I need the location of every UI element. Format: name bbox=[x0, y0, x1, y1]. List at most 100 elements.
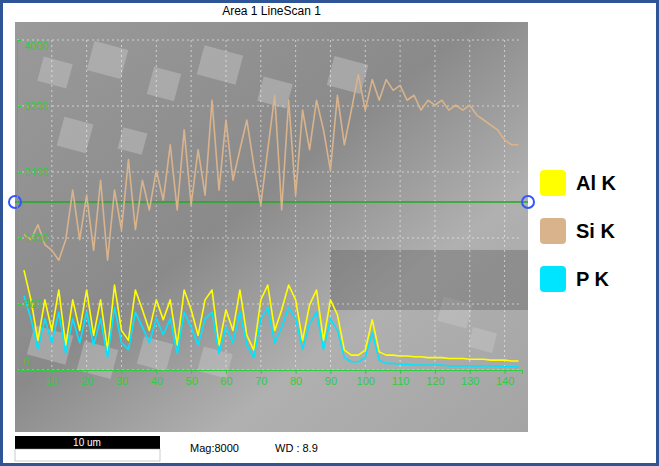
crystal bbox=[327, 56, 369, 94]
crystal bbox=[468, 327, 497, 353]
x-tick-label: 90 bbox=[325, 375, 337, 387]
x-tick: 50 bbox=[186, 370, 198, 387]
x-tick: 80 bbox=[290, 370, 302, 387]
grid-line bbox=[17, 304, 522, 305]
x-tick-mark bbox=[191, 370, 192, 374]
crystal bbox=[197, 347, 232, 379]
crystal bbox=[37, 57, 72, 89]
x-tick-mark bbox=[87, 370, 88, 374]
scale-bar bbox=[15, 436, 160, 449]
x-tick-mark bbox=[296, 370, 297, 374]
x-tick: 10 bbox=[46, 370, 58, 387]
x-tick-mark bbox=[470, 370, 471, 374]
grid bbox=[17, 40, 522, 370]
y-tick-label: 800 bbox=[24, 298, 42, 310]
legend-label: P K bbox=[576, 268, 610, 290]
x-tick-mark bbox=[52, 370, 53, 374]
legend-swatch bbox=[540, 218, 566, 244]
y-tick-mark bbox=[17, 40, 21, 41]
crystal bbox=[87, 41, 129, 79]
x-tick-mark bbox=[261, 370, 262, 374]
grid-line bbox=[17, 40, 522, 41]
x-tick-label: 10 bbox=[46, 375, 58, 387]
y-tick: 4000 bbox=[17, 40, 48, 52]
grid-line bbox=[121, 40, 122, 370]
magnification: Mag:8000 bbox=[190, 442, 239, 454]
x-tick: 130 bbox=[461, 370, 479, 387]
x-tick: 60 bbox=[220, 370, 232, 387]
grid-line bbox=[434, 40, 435, 370]
x-tick-mark bbox=[121, 370, 122, 374]
scan-line bbox=[15, 201, 528, 203]
x-tick-mark bbox=[400, 370, 401, 374]
y-axis: 0 800 1600 2400 3200 4000 bbox=[17, 40, 48, 370]
x-tick-label: 80 bbox=[290, 375, 302, 387]
title: Area 1 LineScan 1 bbox=[222, 4, 321, 18]
x-tick: 30 bbox=[116, 370, 128, 387]
x-tick-label: 130 bbox=[461, 375, 479, 387]
crystal bbox=[57, 117, 94, 154]
y-tick: 2400 bbox=[17, 166, 48, 178]
x-tick-mark bbox=[505, 370, 506, 374]
crystal bbox=[197, 45, 243, 84]
grid-line bbox=[86, 40, 87, 370]
y-tick-label: 0 bbox=[24, 356, 30, 368]
x-tick-label: 20 bbox=[81, 375, 93, 387]
micrograph bbox=[15, 22, 528, 432]
grid-line bbox=[17, 172, 522, 173]
x-tick-label: 30 bbox=[116, 375, 128, 387]
x-tick-label: 100 bbox=[357, 375, 375, 387]
x-tick-mark bbox=[365, 370, 366, 374]
crystal bbox=[118, 127, 148, 155]
x-axis: 10 20 30 40 50 60 70 80 90 100 110 120 130 140 bbox=[18, 370, 523, 387]
grid-line bbox=[51, 40, 52, 370]
x-tick-label: 120 bbox=[426, 375, 444, 387]
y-tick-label: 4000 bbox=[24, 40, 48, 52]
x-tick-label: 110 bbox=[392, 375, 410, 387]
legend-label: Al K bbox=[576, 172, 617, 194]
legend-swatch bbox=[540, 266, 566, 292]
y-tick-mark bbox=[17, 172, 21, 173]
legend: Al K Si K P K bbox=[540, 170, 617, 292]
x-tick-label: 60 bbox=[220, 375, 232, 387]
x-tick: 140 bbox=[496, 370, 514, 387]
x-tick-label: 50 bbox=[186, 375, 198, 387]
y-tick-label: 1600 bbox=[24, 232, 48, 244]
legend-label: Si K bbox=[576, 220, 615, 242]
scale-box bbox=[15, 449, 160, 461]
x-tick-label: 70 bbox=[255, 375, 267, 387]
y-tick: 0 bbox=[17, 356, 30, 370]
dark-band bbox=[330, 250, 528, 310]
scan-end bbox=[9, 196, 21, 208]
series-line bbox=[24, 270, 519, 361]
y-tick-label: 2400 bbox=[24, 166, 48, 178]
x-tick: 100 bbox=[357, 370, 375, 387]
chart: Area 1 LineScan 1 10 20 30 40 50 60 70 80 90 100 11… bbox=[0, 0, 659, 466]
grid-line bbox=[504, 40, 505, 370]
series-line bbox=[24, 296, 519, 367]
legend-swatch bbox=[540, 170, 566, 196]
y-tick-mark bbox=[17, 370, 21, 371]
y-tick: 1600 bbox=[17, 232, 48, 244]
x-tick-mark bbox=[435, 370, 436, 374]
grid-line bbox=[365, 40, 366, 370]
y-tick-mark bbox=[17, 238, 21, 239]
y-tick-label: 3200 bbox=[24, 100, 48, 112]
x-tick-label: 40 bbox=[151, 375, 163, 387]
frame bbox=[2, 2, 658, 465]
crystal bbox=[137, 337, 173, 372]
y-tick: 800 bbox=[17, 298, 42, 310]
x-tick-mark bbox=[330, 370, 331, 374]
crystal bbox=[77, 341, 119, 379]
x-axis-line bbox=[18, 371, 523, 375]
x-tick: 20 bbox=[81, 370, 93, 387]
y-tick-mark bbox=[17, 106, 21, 107]
x-tick: 120 bbox=[426, 370, 444, 387]
x-tick: 90 bbox=[325, 370, 337, 387]
series-group bbox=[24, 75, 519, 367]
series-line bbox=[24, 75, 519, 261]
x-tick: 110 bbox=[392, 370, 410, 387]
x-tick: 40 bbox=[151, 370, 163, 387]
x-tick-label: 140 bbox=[496, 375, 514, 387]
grid-line bbox=[225, 40, 226, 370]
